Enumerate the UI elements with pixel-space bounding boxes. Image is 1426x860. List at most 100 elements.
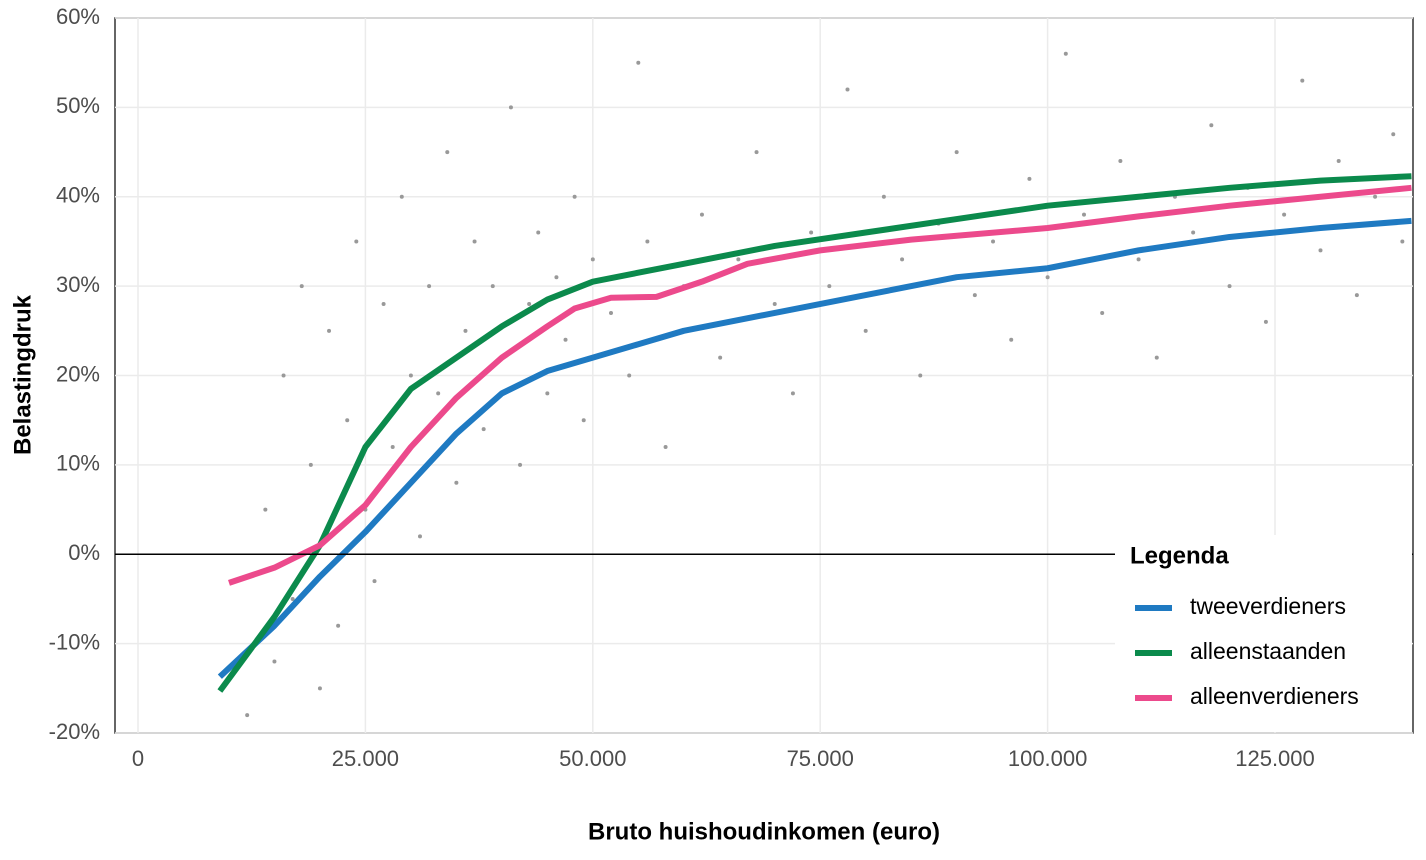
y-tick-label: 30% bbox=[56, 272, 100, 297]
data-point bbox=[1118, 159, 1123, 163]
data-point bbox=[827, 284, 832, 289]
data-point bbox=[527, 302, 532, 306]
y-tick-label: 10% bbox=[56, 451, 100, 476]
data-point bbox=[463, 328, 468, 333]
data-point bbox=[636, 60, 641, 65]
data-point bbox=[472, 239, 477, 244]
data-point bbox=[809, 230, 814, 235]
data-point bbox=[772, 302, 777, 306]
data-point bbox=[327, 328, 332, 333]
x-tick-label: 100.000 bbox=[1008, 746, 1088, 771]
data-point bbox=[1027, 176, 1032, 181]
data-point bbox=[245, 713, 250, 718]
data-point bbox=[627, 373, 632, 378]
y-tick-label: 50% bbox=[56, 93, 100, 118]
data-point bbox=[581, 418, 586, 423]
legend-label: tweeverdieners bbox=[1190, 593, 1346, 619]
series-line bbox=[217, 217, 1412, 679]
data-point bbox=[1063, 51, 1068, 56]
data-point bbox=[845, 87, 850, 92]
data-point bbox=[736, 257, 741, 262]
data-point bbox=[536, 230, 541, 235]
data-point bbox=[345, 418, 350, 423]
data-point bbox=[427, 284, 432, 289]
x-tick-label: 125.000 bbox=[1235, 746, 1315, 771]
x-tick-label: 0 bbox=[132, 746, 144, 771]
data-point bbox=[1136, 257, 1141, 262]
series-line bbox=[217, 173, 1412, 693]
y-axis-title: Belastingdruk bbox=[9, 294, 36, 455]
data-point bbox=[263, 507, 268, 512]
data-point bbox=[436, 391, 441, 396]
data-point bbox=[481, 427, 486, 432]
data-point bbox=[1300, 78, 1305, 83]
data-point bbox=[1373, 194, 1378, 199]
legend-label: alleenstaanden bbox=[1190, 638, 1346, 664]
data-point bbox=[1336, 159, 1341, 163]
y-tick-label: 40% bbox=[56, 183, 100, 208]
data-point bbox=[445, 150, 450, 155]
y-tick-label: -10% bbox=[49, 629, 100, 654]
y-tick-label: 20% bbox=[56, 361, 100, 386]
x-tick-label: 50.000 bbox=[559, 746, 626, 771]
data-point bbox=[272, 659, 277, 664]
data-point bbox=[490, 284, 495, 289]
data-point bbox=[790, 391, 795, 396]
data-point bbox=[518, 462, 523, 467]
y-tick-label: 0% bbox=[68, 540, 100, 565]
data-point bbox=[991, 239, 996, 244]
data-point bbox=[1282, 212, 1287, 217]
data-point bbox=[1263, 319, 1268, 324]
data-point bbox=[1354, 293, 1359, 298]
series-line bbox=[228, 184, 1412, 586]
data-point bbox=[590, 257, 595, 262]
data-point bbox=[290, 596, 295, 601]
data-point bbox=[900, 257, 905, 262]
data-point bbox=[1318, 248, 1323, 253]
data-point bbox=[317, 686, 322, 691]
data-point bbox=[918, 373, 923, 378]
data-point bbox=[1045, 275, 1050, 280]
data-point bbox=[1191, 230, 1196, 235]
data-point bbox=[754, 150, 759, 155]
data-point bbox=[1100, 310, 1105, 315]
data-point bbox=[454, 480, 459, 485]
data-point bbox=[308, 462, 313, 467]
data-point bbox=[1154, 355, 1159, 360]
data-point bbox=[508, 105, 513, 110]
data-point bbox=[408, 373, 413, 378]
legend-title: Legenda bbox=[1130, 542, 1229, 569]
data-point bbox=[281, 373, 286, 378]
x-axis-title: Bruto huishoudinkomen (euro) bbox=[588, 818, 940, 845]
data-point bbox=[663, 445, 668, 449]
data-point bbox=[572, 194, 577, 199]
data-point bbox=[863, 328, 868, 333]
data-point bbox=[1227, 284, 1232, 289]
data-point bbox=[299, 284, 304, 289]
data-point bbox=[699, 212, 704, 217]
data-point bbox=[554, 275, 559, 280]
data-point bbox=[399, 194, 404, 199]
y-tick-label: 60% bbox=[56, 4, 100, 29]
legend-label: alleenverdieners bbox=[1190, 683, 1359, 709]
data-point bbox=[1400, 239, 1405, 244]
data-point bbox=[609, 310, 614, 315]
data-point bbox=[563, 337, 568, 342]
data-point bbox=[1209, 123, 1214, 128]
y-tick-label: -20% bbox=[49, 719, 100, 744]
legend: Legenda tweeverdieners alleenstaanden alle… bbox=[1115, 535, 1412, 732]
data-point bbox=[417, 534, 422, 539]
data-point bbox=[390, 445, 395, 449]
data-point bbox=[1081, 212, 1086, 217]
data-point bbox=[954, 150, 959, 155]
data-point bbox=[1391, 132, 1396, 137]
data-point bbox=[336, 623, 341, 628]
x-tick-label: 75.000 bbox=[787, 746, 854, 771]
data-point bbox=[645, 239, 650, 244]
x-tick-label: 25.000 bbox=[332, 746, 399, 771]
data-point bbox=[381, 302, 386, 306]
data-point bbox=[1009, 337, 1014, 342]
data-point bbox=[718, 355, 723, 360]
data-point bbox=[881, 194, 886, 199]
